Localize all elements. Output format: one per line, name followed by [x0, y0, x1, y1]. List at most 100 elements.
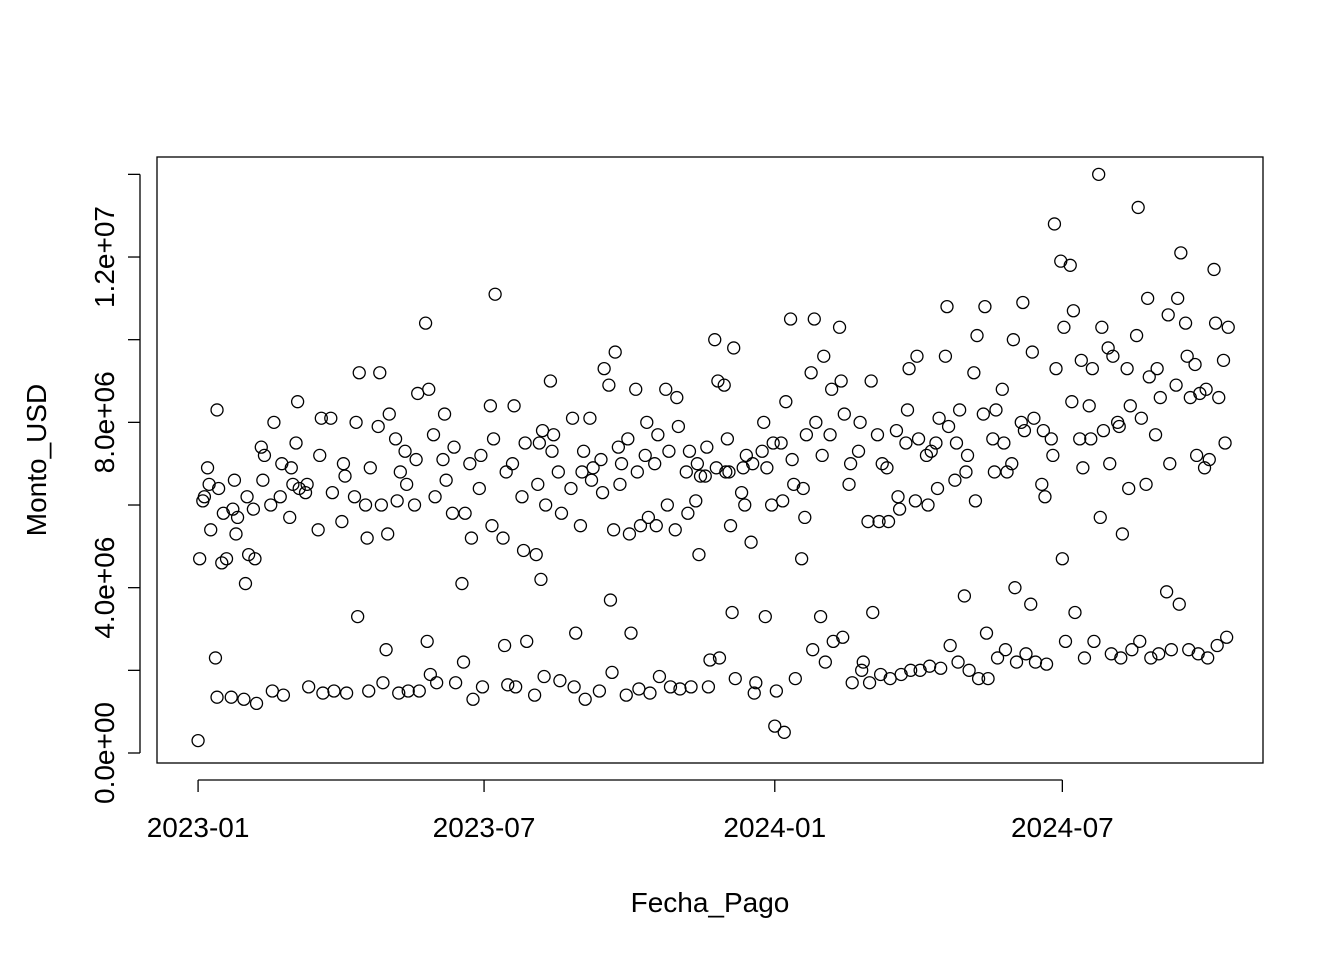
point: [1006, 333, 1021, 347]
point: [1016, 295, 1030, 310]
point: [938, 349, 953, 363]
point: [273, 490, 287, 504]
point: [739, 448, 753, 463]
point: [388, 432, 403, 446]
point: [1055, 552, 1069, 566]
point: [298, 485, 313, 500]
point: [507, 399, 521, 413]
point: [700, 440, 714, 454]
point: [783, 312, 798, 326]
point: [1112, 419, 1126, 434]
point: [407, 498, 422, 512]
point: [335, 514, 349, 529]
point: [1148, 428, 1163, 442]
point: [817, 349, 831, 363]
point: [689, 494, 703, 508]
point: [1044, 432, 1058, 446]
point: [989, 403, 1003, 417]
y-axis-label: Monto_USD: [21, 384, 52, 537]
point: [393, 465, 407, 479]
point: [619, 688, 633, 702]
point: [204, 523, 218, 537]
point: [943, 638, 957, 653]
point: [1216, 353, 1231, 368]
point: [439, 473, 453, 487]
point: [708, 333, 722, 347]
point: [836, 630, 850, 644]
point: [1125, 643, 1139, 657]
point: [193, 552, 207, 566]
point: [881, 514, 896, 529]
point: [398, 444, 412, 458]
point: [531, 477, 545, 491]
point: [257, 448, 272, 463]
point: [788, 671, 802, 686]
point: [924, 444, 938, 458]
point: [1057, 320, 1071, 334]
point: [971, 671, 986, 686]
point: [1084, 432, 1098, 446]
point: [712, 651, 727, 665]
point: [815, 448, 829, 463]
point: [545, 444, 559, 458]
point: [826, 634, 840, 649]
point: [505, 457, 520, 471]
point: [565, 411, 580, 425]
point: [1025, 345, 1039, 359]
point: [853, 415, 867, 429]
point: [249, 696, 264, 711]
point: [621, 432, 635, 446]
point: [703, 653, 717, 667]
point: [373, 366, 387, 380]
point: [518, 436, 532, 450]
point: [191, 733, 205, 748]
point: [986, 432, 1000, 446]
point: [807, 312, 821, 326]
point: [336, 457, 351, 471]
point: [873, 667, 888, 682]
point: [1054, 254, 1068, 268]
point: [290, 395, 305, 409]
point: [515, 490, 529, 504]
point: [998, 643, 1013, 657]
point: [930, 481, 945, 496]
point: [488, 287, 502, 301]
point: [256, 473, 270, 487]
point: [216, 506, 231, 520]
point: [957, 589, 972, 603]
point: [949, 436, 964, 450]
point: [200, 461, 215, 475]
point: [804, 366, 818, 380]
point: [1164, 643, 1179, 657]
point: [1092, 167, 1106, 182]
point: [891, 490, 905, 504]
point: [908, 494, 923, 508]
point: [1178, 316, 1193, 330]
point: [422, 382, 436, 396]
point: [668, 523, 682, 537]
point: [1047, 217, 1062, 231]
x-tick-label: 2023-07: [433, 812, 536, 843]
point: [1114, 651, 1128, 665]
point: [1066, 304, 1081, 318]
point: [1039, 657, 1054, 671]
point: [776, 494, 790, 508]
point: [823, 428, 837, 442]
point: [758, 609, 772, 624]
point: [586, 461, 600, 475]
point: [275, 457, 289, 471]
point: [611, 440, 626, 454]
point: [842, 477, 856, 491]
point: [486, 432, 501, 446]
point: [455, 576, 469, 591]
point: [1191, 647, 1205, 661]
point: [584, 473, 599, 487]
point: [264, 498, 278, 512]
point: [605, 665, 619, 680]
point: [837, 407, 851, 421]
point: [1049, 361, 1063, 376]
point: [418, 316, 433, 330]
point: [211, 481, 226, 496]
point: [1104, 647, 1118, 661]
point: [463, 457, 477, 471]
